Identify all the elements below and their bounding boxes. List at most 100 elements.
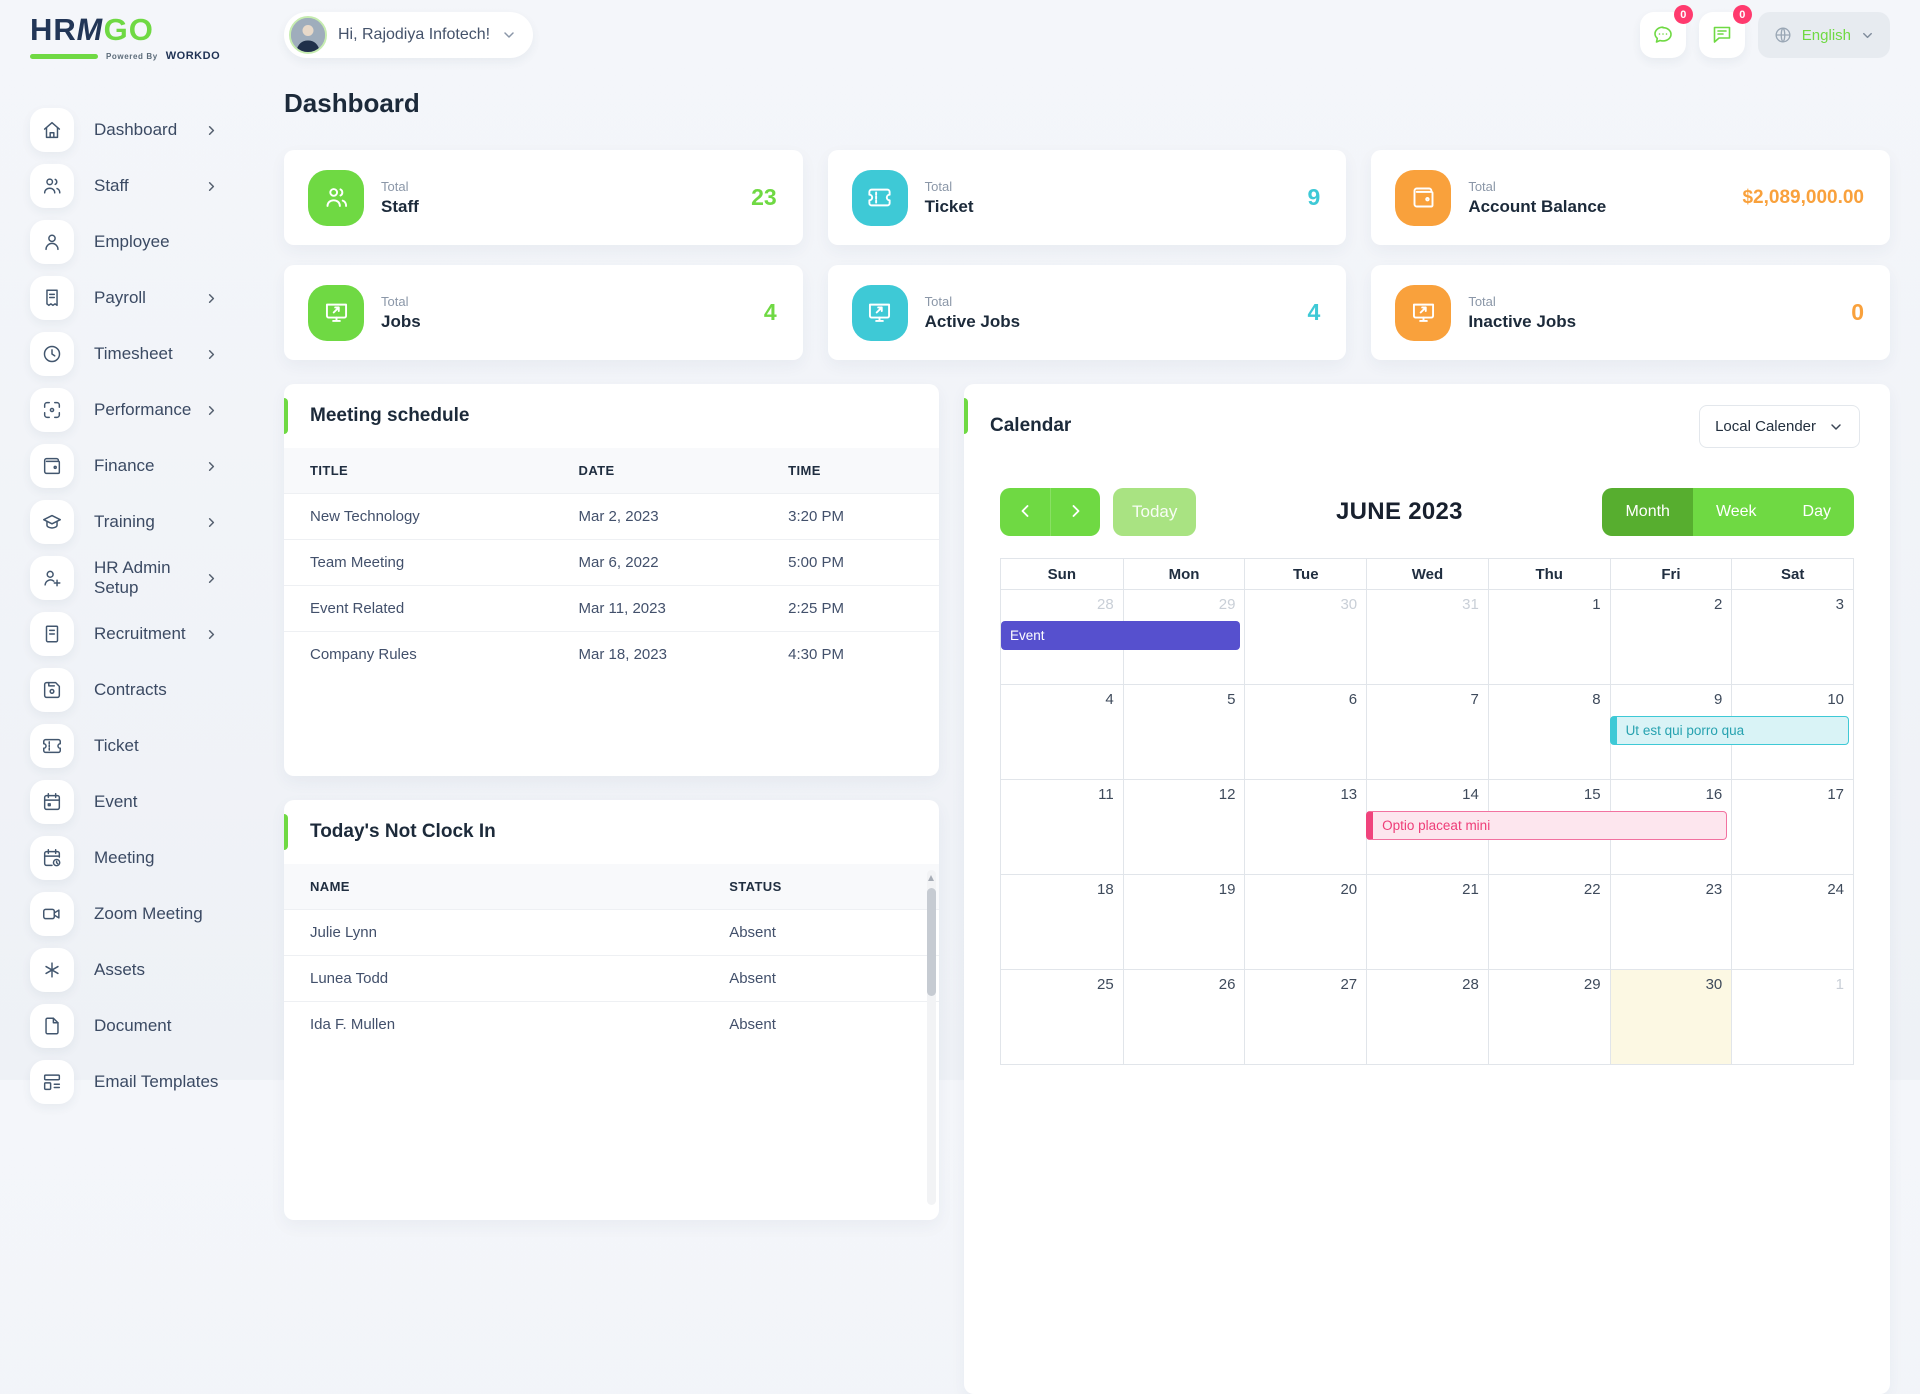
scrollbar-thumb[interactable]	[927, 888, 936, 996]
calendar-day-cell[interactable]: 1	[1487, 590, 1610, 684]
calendar-grid: Sun Mon Tue Wed Thu Fri Sat 28 29 30 31 1 2 3 Event 4 5…	[1000, 558, 1854, 1065]
calendar-day-cell[interactable]: 28	[1366, 970, 1488, 1064]
scrollbar-up-arrow[interactable]	[928, 875, 934, 881]
calendar-event[interactable]: Event	[1001, 621, 1241, 650]
announcements-button[interactable]: 0	[1698, 5, 1752, 58]
calendar-view-week-button[interactable]: Week	[1692, 488, 1780, 536]
calendar-today-button[interactable]: Today	[1113, 488, 1197, 536]
sidebar-item-staff[interactable]: Staff	[30, 158, 245, 214]
calendar-day-cell[interactable]: 3	[1731, 590, 1853, 684]
wallet-icon	[1395, 169, 1452, 226]
calendar-day-of-week: Sat	[1731, 559, 1853, 589]
calendar-day-cell[interactable]: 21	[1366, 875, 1488, 969]
calendar-day-cell[interactable]: 1	[1731, 970, 1853, 1064]
calendar-day-cell[interactable]: 2	[1609, 590, 1732, 684]
calendar-day-cell[interactable]: 11	[1098, 786, 1114, 803]
wallet-icon	[30, 444, 74, 488]
calendar-day-cell[interactable]: 30	[1609, 970, 1732, 1064]
sidebar-item-timesheet[interactable]: Timesheet	[30, 326, 245, 382]
calendar-source-label: Local Calender	[1715, 418, 1816, 435]
stat-card-active-jobs: Total Active Jobs 4	[827, 265, 1347, 360]
calendar-day-cell[interactable]: 4	[1105, 691, 1114, 708]
scrollbar[interactable]	[927, 870, 936, 1205]
table-row: Julie Lynn Absent	[284, 909, 939, 956]
calendar-day-cell[interactable]: 18	[1097, 881, 1114, 898]
sidebar-item-label: Document	[94, 1016, 172, 1035]
calendar-day-cell[interactable]: 30	[1244, 590, 1366, 684]
calendar-day-cell[interactable]: 6	[1244, 685, 1366, 779]
calendar-day-cell[interactable]: 19	[1122, 875, 1245, 969]
calendar-view-month-button[interactable]: Month	[1602, 488, 1693, 536]
sidebar-item-ticket[interactable]: Ticket	[30, 718, 245, 774]
brand-logo[interactable]: HRMGO Powered By WORKDO	[30, 12, 245, 62]
sidebar-item-label: Meeting	[94, 848, 155, 867]
calendar-day-cell[interactable]: 20	[1244, 875, 1366, 969]
sidebar-item-label: Recruitment	[94, 624, 186, 643]
panel-accent-bar	[284, 814, 288, 850]
chevron-right-icon	[204, 627, 219, 642]
calendar-day-cell[interactable]: 5	[1122, 685, 1245, 779]
file-icon	[30, 1004, 74, 1048]
calendar-next-button[interactable]	[1050, 488, 1100, 536]
calendar-clock-icon	[30, 836, 74, 880]
calendar-week-row: 18 19 20 21 22 23 24	[1001, 874, 1853, 969]
calendar-day-cell[interactable]: 23	[1609, 875, 1732, 969]
calendar-day-cell[interactable]: 24	[1731, 875, 1853, 969]
calendar-week-row: 25 26 27 28 29 30 1	[1001, 969, 1853, 1064]
sidebar-item-payroll[interactable]: Payroll	[30, 270, 245, 326]
ticket-icon	[30, 724, 74, 768]
column-header: Title	[284, 448, 553, 494]
sidebar-item-assets[interactable]: Assets	[30, 942, 245, 998]
receipt-icon	[30, 276, 74, 320]
calendar-day-cell[interactable]: 28	[1097, 596, 1114, 613]
stat-label: Ticket	[924, 196, 974, 216]
calendar-day-header-row: Sun Mon Tue Wed Thu Fri Sat	[1001, 559, 1853, 589]
floppy-icon	[30, 668, 74, 712]
sidebar-item-finance[interactable]: Finance	[30, 438, 245, 494]
sidebar-item-hr-admin-setup[interactable]: HR Admin Setup	[30, 550, 245, 606]
sidebar-item-event[interactable]: Event	[30, 774, 245, 830]
calendar-prev-button[interactable]	[1000, 488, 1050, 536]
table-cell: Team Meeting	[284, 539, 553, 586]
calendar-day-cell[interactable]: 25	[1097, 976, 1114, 993]
calendar-day-cell[interactable]: 12	[1122, 780, 1245, 874]
sidebar-item-email-templates[interactable]: Email Templates	[30, 1054, 245, 1110]
stat-card-account-balance: Total Account Balance $2,089,000.00	[1371, 150, 1890, 245]
video-icon	[30, 892, 74, 936]
table-row: New Technology Mar 2, 2023 3:20 PM	[284, 493, 939, 540]
calendar-day-cell[interactable]: 8	[1487, 685, 1610, 779]
calendar-view-day-button[interactable]: Day	[1779, 488, 1854, 536]
calendar-day-cell[interactable]: 17	[1731, 780, 1853, 874]
calendar-source-select[interactable]: Local Calender	[1699, 405, 1860, 448]
calendar-icon	[30, 780, 74, 824]
users-icon	[30, 164, 74, 208]
calendar-day-cell[interactable]: 22	[1487, 875, 1610, 969]
calendar-day-cell[interactable]: 7	[1366, 685, 1488, 779]
calendar-day-cell[interactable]: 29	[1487, 970, 1610, 1064]
sidebar-item-zoom-meeting[interactable]: Zoom Meeting	[30, 886, 245, 942]
chevron-right-icon	[1066, 501, 1086, 524]
language-selector[interactable]: English	[1757, 12, 1890, 58]
calendar-day-cell[interactable]: 27	[1244, 970, 1366, 1064]
calendar-day-cell[interactable]: 31	[1366, 590, 1488, 684]
stat-value: 9	[1307, 184, 1321, 210]
sidebar-item-training[interactable]: Training	[30, 494, 245, 550]
calendar-day-cell[interactable]: 13	[1244, 780, 1366, 874]
table-cell: Absent	[703, 1001, 939, 1047]
user-menu[interactable]: Hi, Rajodiya Infotech!	[284, 12, 534, 58]
sidebar-item-dashboard[interactable]: Dashboard	[30, 102, 245, 158]
sidebar-item-employee[interactable]: Employee	[30, 214, 245, 270]
sidebar-item-performance[interactable]: Performance	[30, 382, 245, 438]
messages-button[interactable]: 0	[1639, 5, 1693, 58]
calendar-event[interactable]: Optio placeat mini	[1366, 811, 1728, 840]
calendar-event[interactable]: Ut est qui porro qua	[1609, 716, 1849, 745]
sidebar-item-meeting[interactable]: Meeting	[30, 830, 245, 886]
sidebar-item-recruitment[interactable]: Recruitment	[30, 606, 245, 662]
chevron-right-icon	[204, 123, 219, 138]
sidebar-item-document[interactable]: Document	[30, 998, 245, 1054]
calendar-day-cell[interactable]: 26	[1122, 970, 1245, 1064]
sidebar-item-contracts[interactable]: Contracts	[30, 662, 245, 718]
asterisk-icon	[30, 948, 74, 992]
stat-card-inactive-jobs: Total Inactive Jobs 0	[1371, 265, 1890, 360]
